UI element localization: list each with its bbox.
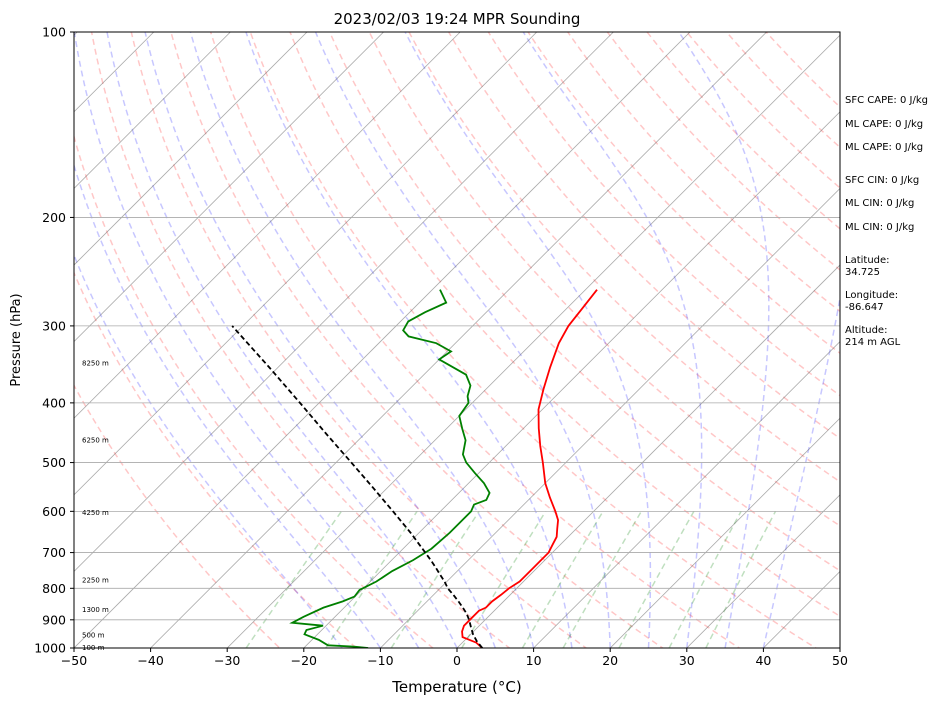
latitude-text: Latitude: 34.725	[845, 255, 890, 278]
dry-adiabat	[289, 32, 840, 618]
mixing-ratio-line	[521, 510, 604, 648]
y-tick-label: 600	[42, 504, 66, 519]
dry-adiabat	[90, 32, 511, 648]
mixing-ratio-line	[245, 510, 343, 648]
moist-adiabat	[762, 293, 840, 648]
mixing-ratio-line	[562, 510, 642, 648]
isotherm-line	[379, 187, 840, 648]
isotherm-line	[74, 32, 614, 572]
dry-adiabat	[209, 32, 741, 648]
moist-adiabat	[74, 32, 420, 648]
dry-adiabat	[249, 32, 818, 648]
dry-adiabat	[368, 32, 840, 527]
dewpoint-line	[289, 289, 491, 648]
plot-frame	[73, 31, 841, 649]
dry-adiabat	[74, 383, 281, 648]
sfc-cape-text: SFC CAPE: 0 J/kg	[845, 95, 928, 106]
moist-adiabat	[314, 32, 611, 648]
x-tick-label: −20	[291, 653, 317, 668]
temperature-line	[461, 289, 598, 648]
height-label: 4250 m	[82, 509, 109, 517]
isotherm-line	[0, 32, 1, 661]
moist-adiabat	[106, 32, 458, 648]
x-tick-label: 50	[832, 653, 848, 668]
moist-adiabat	[522, 32, 703, 648]
height-label: 500 m	[82, 632, 105, 640]
sfc-cin-text: SFC CIN: 0 J/kg	[845, 175, 920, 186]
ml-cape-text-2: ML CAPE: 0 J/kg	[845, 142, 924, 153]
y-tick-label: 100	[42, 25, 66, 40]
dry-adiabat	[685, 32, 840, 189]
moist-adiabat	[144, 32, 497, 648]
y-tick-label: 700	[42, 545, 66, 560]
isotherm-line	[609, 417, 840, 648]
parcel-line	[231, 325, 483, 648]
isotherm-line	[74, 32, 384, 343]
moist-adiabat	[245, 32, 573, 648]
x-tick-label: 20	[602, 653, 618, 668]
dry-adiabat	[74, 270, 358, 648]
isotherm-line	[74, 32, 461, 419]
isotherm-line	[74, 32, 691, 648]
isotherm-line	[456, 264, 840, 648]
ml-cin-text-2: ML CIN: 0 J/kg	[845, 222, 915, 233]
moist-adiabat	[74, 253, 343, 648]
dry-adiabat	[725, 32, 840, 149]
y-tick-label: 800	[42, 581, 66, 596]
mixing-ratio-line	[705, 510, 777, 648]
y-tick-label: 300	[42, 318, 66, 333]
x-tick-label: 0	[453, 653, 461, 668]
y-tick-label: 900	[42, 612, 66, 627]
y-tick-label: 400	[42, 395, 66, 410]
altitude-text: Altitude: 214 m AGL	[845, 325, 901, 348]
chart-title: 2023/02/03 19:24 MPR Sounding	[334, 10, 581, 28]
mixing-ratio-line	[461, 510, 547, 648]
ml-cin-text: ML CIN: 0 J/kg	[845, 198, 915, 209]
mixing-ratio-line	[668, 510, 742, 648]
x-tick-label: 40	[755, 653, 771, 668]
x-tick-label: 10	[526, 653, 542, 668]
y-axis-label: Pressure (hPa)	[9, 293, 24, 386]
isotherm-line	[74, 32, 538, 496]
x-tick-label: 30	[679, 653, 695, 668]
x-tick-label: −10	[367, 653, 393, 668]
moist-adiabat	[189, 32, 535, 648]
dry-adiabat	[130, 32, 588, 648]
isotherm-line	[74, 32, 308, 266]
y-tick-label: 500	[42, 455, 66, 470]
dry-adiabat	[566, 32, 840, 313]
dry-adiabat	[74, 133, 435, 648]
height-label: 6250 m	[82, 436, 109, 444]
isotherm-line	[533, 341, 840, 648]
moist-adiabat	[74, 162, 382, 648]
isotherm-line	[686, 494, 840, 648]
isotherm-line	[150, 32, 767, 648]
x-tick-label: −50	[61, 653, 87, 668]
dry-adiabat	[328, 32, 840, 572]
isotherm-line	[303, 111, 840, 648]
isotherm-line	[226, 34, 840, 648]
y-tick-label: 200	[42, 210, 66, 225]
dry-adiabat	[170, 32, 664, 648]
ml-cape-text: ML CAPE: 0 J/kg	[845, 119, 924, 130]
dry-adiabat	[447, 32, 840, 440]
moist-adiabat	[678, 32, 770, 648]
y-tick-label: 1000	[34, 641, 66, 656]
x-axis-label: Temperature (°C)	[391, 678, 521, 696]
x-tick-label: −40	[137, 653, 163, 668]
x-tick-label: −30	[214, 653, 240, 668]
height-label: 8250 m	[82, 359, 109, 367]
isotherm-line	[74, 32, 231, 189]
dry-adiabat	[408, 32, 840, 483]
height-label: 1300 m	[82, 606, 109, 614]
mixing-ratio-line	[325, 510, 418, 648]
longitude-text: Longitude: -86.647	[845, 290, 899, 313]
height-label: 2250 m	[82, 576, 109, 584]
moist-adiabat	[404, 32, 652, 648]
